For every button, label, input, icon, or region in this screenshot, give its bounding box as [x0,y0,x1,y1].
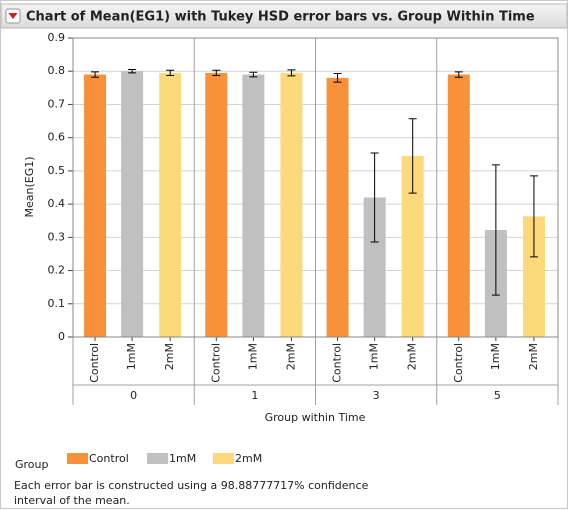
bar [447,74,470,338]
y-tick-label: 0.8 [48,64,66,77]
bar [280,72,303,337]
y-tick-label: 0.6 [48,131,66,144]
y-tick-label: 0.4 [48,197,66,210]
legend-label: Control [89,452,129,465]
x-tick-label: 1mM [246,343,259,370]
error-bar [491,164,500,296]
y-tick-label: 0.2 [48,264,66,277]
y-tick-label: 0 [58,330,65,343]
x-tick-label: 1mM [125,343,138,370]
chart-title: Chart of Mean(EG1) with Tukey HSD error … [26,10,535,25]
footnote: Each error bar is constructed using a 98… [14,479,369,507]
y-tick-label: 0.9 [48,31,66,44]
group-label: 0 [130,389,137,402]
error-bar [166,69,175,77]
error-bar [212,69,221,77]
bar [121,71,144,337]
bar [205,72,228,337]
x-tick-label: 1mM [368,343,381,370]
x-tick-label: 2mM [527,343,540,370]
legend-label: 2mM [235,452,262,465]
bar [401,155,424,337]
bar [84,74,107,338]
error-bar [91,71,100,78]
x-tick-label: Control [331,343,344,383]
bar [363,197,386,337]
error-bar [529,175,538,258]
group-label: 1 [251,389,258,402]
error-bar [128,69,137,74]
bar [159,72,182,337]
bar [326,77,349,337]
title-bar [0,3,568,29]
legend-swatch [147,453,168,464]
error-bar [249,71,258,78]
y-axis-label: Mean(EG1) [23,156,36,217]
error-bar [370,152,379,243]
plot-frame [72,37,559,338]
legend-title: Group [15,458,49,471]
x-tick-label: 2mM [406,343,419,370]
y-tick-label: 0.5 [48,164,66,177]
legend-swatch [67,453,88,464]
error-bar [408,118,417,194]
x-tick-label: 2mM [163,343,176,370]
x-tick-label: 2mM [284,343,297,370]
bar [522,216,545,337]
group-label: 5 [494,389,501,402]
red-triangle-icon[interactable] [8,13,18,19]
x-tick-label: Control [209,343,222,383]
y-tick-label: 0.7 [48,97,66,110]
legend-swatch [213,453,234,464]
error-bar [287,69,296,77]
error-bar [454,71,463,78]
x-tick-label: Control [452,343,465,383]
bar [242,74,265,338]
x-tick-label: Control [88,343,101,383]
x-axis-label: Group within Time [265,411,366,424]
x-tick-label: 1mM [489,343,502,370]
y-tick-label: 0.3 [48,230,66,243]
y-tick-label: 0.1 [48,297,66,310]
group-label: 3 [373,389,380,402]
legend-label: 1mM [169,452,196,465]
error-bar [333,73,342,83]
